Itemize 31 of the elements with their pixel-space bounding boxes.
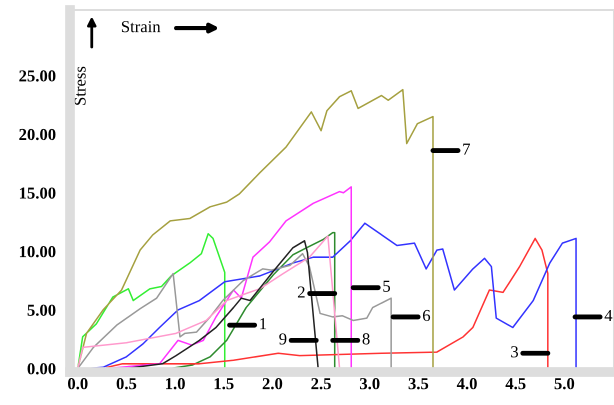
- annotation: 5: [383, 280, 390, 292]
- annotation: 2: [298, 286, 305, 298]
- y-tick-label: 15.00: [20, 187, 56, 199]
- annotation: 4: [604, 310, 612, 321]
- x-axis-title: Strain: [122, 21, 160, 32]
- line-series: [77, 252, 392, 370]
- x-tick-label: 1.5: [214, 378, 234, 390]
- annotation: 3: [511, 346, 518, 358]
- y-tick-label: 5.00: [28, 304, 56, 316]
- annotation: 9: [279, 333, 286, 345]
- y-axis-title: Stress: [74, 66, 86, 105]
- y-tick-label: 10.00: [20, 246, 56, 258]
- x-tick-label: 1.0: [166, 378, 185, 390]
- annotation: 7: [463, 144, 470, 155]
- y-tick-label: 0.00: [28, 363, 56, 375]
- x-tick-label: 3.0: [360, 378, 380, 390]
- line-series: [77, 232, 226, 370]
- line-series: [106, 238, 549, 370]
- x-tick-label: 0.5: [116, 378, 136, 390]
- annotation: 8: [362, 333, 370, 345]
- x-tick-label: 2.5: [311, 378, 331, 390]
- x-tick-label: 3.5: [408, 378, 428, 390]
- x-tick-label: 0.0: [68, 378, 88, 390]
- annotation: 6: [422, 310, 430, 322]
- x-tick-label: 4.5: [506, 378, 526, 390]
- annotation: 1: [260, 318, 266, 330]
- x-tick-label: 5.0: [554, 378, 574, 390]
- y-tick-label: 20.00: [19, 128, 56, 140]
- y-tick-label: 25.00: [19, 70, 56, 82]
- x-tick-label: 2.0: [262, 378, 282, 390]
- x-tick-label: 4.0: [456, 378, 477, 390]
